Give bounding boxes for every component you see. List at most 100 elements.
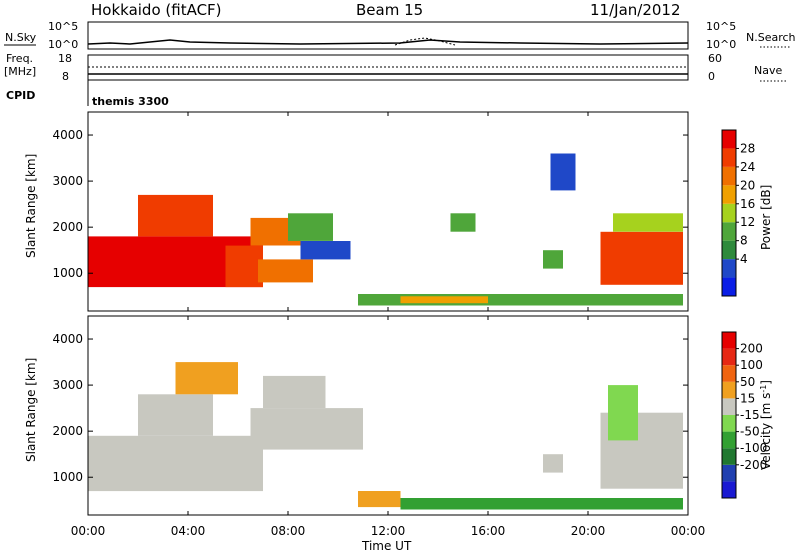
data-region-2 [250, 408, 363, 450]
freq-label-2: [MHz] [4, 65, 36, 78]
nsearch-label: N.Search [746, 31, 796, 44]
colorbar-tick-label: 24 [740, 160, 755, 174]
data-region-1 [138, 194, 213, 237]
x-tick-label: 00:00 [71, 524, 106, 538]
x-axis-label: Time UT [361, 539, 412, 553]
colorbar-swatch [722, 415, 736, 432]
nsearch-tick-bottom: 10^0 [706, 38, 736, 51]
freq-tick-bottom: 8 [62, 70, 69, 83]
data-region-4 [258, 259, 313, 283]
data-region-3 [263, 375, 326, 409]
colorbar-swatch [722, 332, 736, 349]
colorbar-swatch [722, 398, 736, 415]
colorbar-tick-label: 20 [740, 178, 755, 192]
y-tick-label: 2000 [52, 424, 83, 438]
y-tick-label: 4000 [52, 332, 83, 346]
data-region-7 [608, 385, 638, 441]
x-tick-label: 16:00 [471, 524, 506, 538]
y-tick-label: 3000 [52, 378, 83, 392]
y-tick-label: 1000 [52, 470, 83, 484]
velocity-colorbar: 200 100 50 15 -15 -50 -100 -200 [721, 331, 767, 499]
colorbar-tick-label: 8 [740, 234, 748, 248]
data-region-8 [400, 296, 488, 304]
colorbar-swatch [722, 166, 736, 186]
velocity-colorbar-label: Velocity [m s-1] [759, 380, 773, 470]
data-region-1 [138, 394, 213, 436]
colorbar-frame [721, 129, 737, 297]
nave-tick-top: 60 [708, 52, 722, 65]
colorbar-tick-label: 28 [740, 141, 755, 155]
colorbar-swatch [722, 240, 736, 260]
colorbar-tick-label: 50 [740, 375, 755, 389]
power-ylabel: Slant Range [km] [24, 154, 38, 258]
data-region-2 [225, 245, 263, 288]
colorbar-tick-label: 15 [740, 391, 755, 405]
velocity-cells [88, 362, 683, 510]
colorbar-swatch [722, 185, 736, 204]
colorbar-tick-label: 12 [740, 215, 755, 229]
colorbar-swatch [722, 348, 736, 366]
y-tick-label: 2000 [52, 220, 83, 234]
x-tick-label: 12:00 [371, 524, 406, 538]
nsky-tick-top: 10^5 [48, 20, 78, 33]
x-tick-label: 04:00 [171, 524, 206, 538]
y-tick-label: 3000 [52, 174, 83, 188]
colorbar-swatch [722, 381, 736, 399]
data-region-11 [450, 213, 476, 232]
colorbar-swatch [722, 448, 736, 465]
date-title: 11/Jan/2012 [590, 1, 681, 19]
nsky-tick-bottom: 10^0 [48, 38, 78, 51]
colorbar-tick-label: -100 [740, 441, 767, 455]
axis-ticks: 00:00 04:00 08:00 12:00 16:00 20:00 00:00 4000 4… [52, 112, 705, 538]
nave-tick-bottom: 0 [708, 70, 715, 83]
y-tick-label: 1000 [52, 266, 83, 280]
colorbar-swatch [722, 130, 736, 149]
nsky-strip-frame [87, 21, 689, 50]
colorbar-tick-label: 200 [740, 342, 763, 356]
colorbar-swatch [722, 464, 736, 482]
colorbar-swatch [722, 365, 736, 382]
data-region-9 [600, 231, 683, 285]
y-tick-label: 4000 [52, 128, 83, 142]
colorbar-swatch [722, 148, 736, 167]
freq-label-1: Freq. [6, 52, 33, 65]
data-region-5 [288, 213, 333, 241]
power-cells [88, 153, 683, 306]
data-region-13 [550, 153, 576, 191]
power-panel [87, 111, 689, 312]
data-region-12 [543, 250, 563, 269]
data-region-9 [543, 454, 563, 473]
x-tick-label: 08:00 [271, 524, 306, 538]
colorbar-swatch [722, 481, 736, 498]
colorbar-swatch [722, 431, 736, 449]
colorbar-tick-label: -15 [740, 408, 760, 422]
power-colorbar: 28 24 20 16 12 8 4 [721, 129, 755, 297]
nsky-line [87, 39, 689, 45]
freq-tick-top: 18 [58, 52, 72, 65]
nave-label: Nave [754, 64, 782, 77]
data-region-10 [613, 213, 683, 232]
data-region-8 [175, 362, 238, 395]
colorbar-tick-label: 16 [740, 197, 755, 211]
cpid-value: themis 3300 [92, 95, 169, 108]
colorbar-swatch [722, 222, 736, 241]
x-tick-label: 00:00 [671, 524, 706, 538]
colorbar-swatch [722, 259, 736, 278]
cpid-label: CPID [6, 89, 35, 102]
nsky-trace [87, 37, 689, 46]
colorbar-tick-label: -200 [740, 458, 767, 472]
nsky-label: N.Sky [5, 31, 37, 44]
power-colorbar-label: Power [dB] [759, 185, 773, 250]
x-tick-label: 20:00 [571, 524, 606, 538]
data-region-7 [358, 294, 683, 306]
nsearch-tick-top: 10^5 [706, 20, 736, 33]
colorbar-tick-label: 100 [740, 358, 763, 372]
colorbar-swatch [722, 277, 736, 296]
station-title: Hokkaido (fitACF) [91, 1, 222, 19]
velocity-panel [87, 315, 689, 516]
velocity-ylabel: Slant Range [km] [24, 358, 38, 462]
beam-title: Beam 15 [356, 1, 423, 19]
data-region-6 [300, 241, 351, 260]
colorbar-tick-label: 4 [740, 252, 748, 266]
